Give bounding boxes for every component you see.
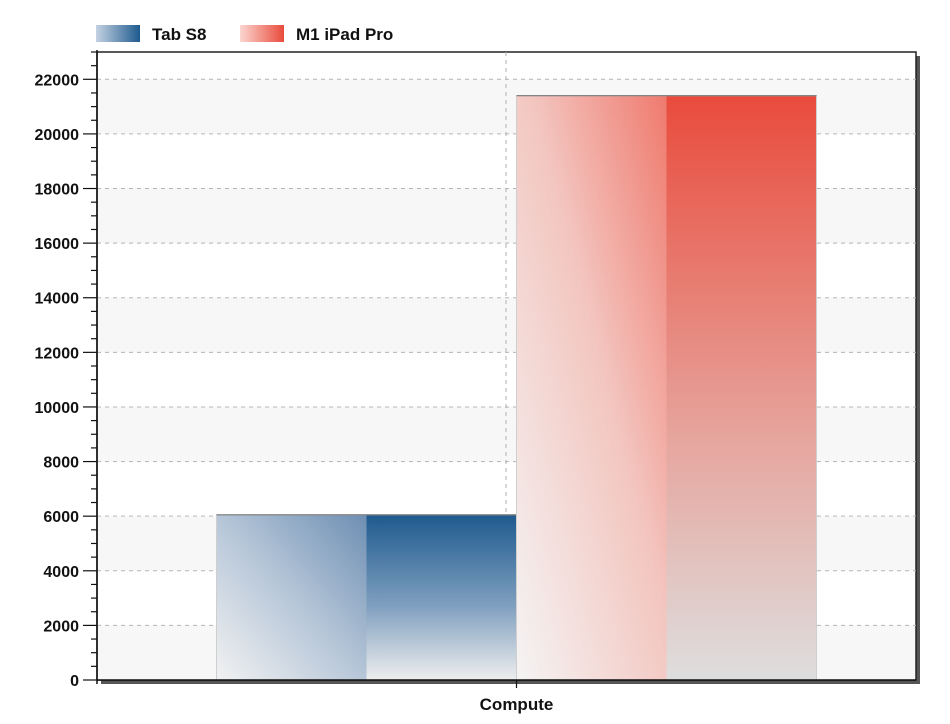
x-category-label: Compute: [480, 695, 554, 714]
y-tick-label: 14000: [35, 291, 80, 308]
y-tick-label: 6000: [43, 509, 79, 526]
bar-face-left: [216, 514, 367, 680]
y-tick-label: 16000: [35, 236, 80, 253]
y-tick-label: 8000: [43, 455, 79, 472]
plot-area: [96, 51, 920, 684]
y-tick-label: 18000: [35, 182, 80, 199]
legend: Tab S8 M1 iPad Pro: [96, 25, 393, 44]
y-tick-label: 10000: [35, 400, 80, 417]
y-tick-label: 22000: [35, 72, 80, 89]
y-tick-label: 2000: [43, 618, 79, 635]
y-tick-label: 4000: [43, 564, 79, 581]
x-axis: Compute: [97, 679, 916, 714]
legend-swatch-m1-ipad-pro: [240, 25, 284, 42]
legend-label-tab-s8: Tab S8: [152, 25, 206, 44]
bars: [216, 95, 817, 681]
bar-tab-s8: [216, 514, 517, 681]
bar-face-right: [366, 514, 517, 680]
legend-label-m1-ipad-pro: M1 iPad Pro: [296, 25, 393, 44]
y-tick-label: 20000: [35, 127, 80, 144]
bar-face-right: [666, 95, 817, 681]
bar-face-left: [516, 95, 667, 681]
y-tick-label: 12000: [35, 345, 80, 362]
legend-item-m1-ipad-pro[interactable]: M1 iPad Pro: [240, 25, 393, 44]
y-tick-label: 0: [70, 673, 79, 690]
legend-item-tab-s8[interactable]: Tab S8: [96, 25, 206, 44]
grid-band: [98, 53, 915, 80]
y-axis: 0 2000 4000 6000 8000 10000 12000 14000 16000 180…: [35, 50, 98, 690]
legend-swatch-tab-s8: [96, 25, 140, 42]
bar-m1-ipad-pro: [516, 95, 817, 681]
